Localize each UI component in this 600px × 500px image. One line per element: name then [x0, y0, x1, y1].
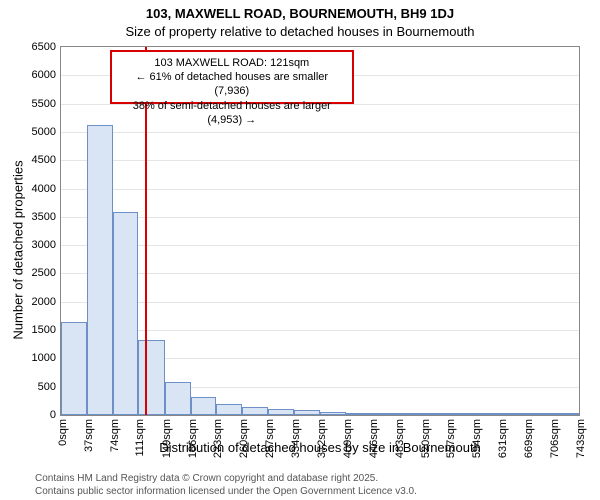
- y-tick-label: 5500: [32, 98, 61, 110]
- y-tick-label: 500: [38, 381, 61, 393]
- y-tick-label: 1000: [32, 352, 61, 364]
- footer-line: Contains HM Land Registry data © Crown c…: [35, 472, 590, 485]
- y-tick-label: 2000: [32, 296, 61, 308]
- histogram-bar: [113, 212, 139, 415]
- y-tick-label: 3500: [32, 211, 61, 223]
- histogram-bar: [87, 125, 113, 415]
- histogram-bar: [61, 322, 87, 415]
- y-tick-label: 5000: [32, 126, 61, 138]
- annotation-box: 103 MAXWELL ROAD: 121sqm← 61% of detache…: [110, 50, 354, 104]
- y-tick-label: 6500: [32, 41, 61, 53]
- y-tick-label: 4500: [32, 154, 61, 166]
- histogram-bar: [191, 397, 217, 415]
- annotation-line: ← 61% of detached houses are smaller (7,…: [120, 70, 344, 99]
- page-title: 103, MAXWELL ROAD, BOURNEMOUTH, BH9 1DJ: [0, 6, 600, 21]
- histogram-plot: 0500100015002000250030003500400045005000…: [60, 46, 580, 416]
- y-tick-label: 4000: [32, 183, 61, 195]
- annotation-line: 103 MAXWELL ROAD: 121sqm: [120, 56, 344, 70]
- histogram-bar: [216, 404, 242, 415]
- histogram-bar: [165, 382, 191, 415]
- footer-line: Contains public sector information licen…: [35, 485, 590, 498]
- attribution-footer: Contains HM Land Registry data © Crown c…: [35, 472, 590, 498]
- y-tick-label: 3000: [32, 239, 61, 251]
- histogram-bar: [242, 407, 268, 415]
- gridline: [61, 160, 579, 161]
- gridline: [61, 330, 579, 331]
- gridline: [61, 217, 579, 218]
- y-tick-label: 2500: [32, 267, 61, 279]
- annotation-line: 38% of semi-detached houses are larger (…: [120, 99, 344, 128]
- page-subtitle: Size of property relative to detached ho…: [0, 24, 600, 39]
- x-axis-label: Distribution of detached houses by size …: [60, 440, 580, 455]
- y-tick-label: 1500: [32, 324, 61, 336]
- gridline: [61, 132, 579, 133]
- gridline: [61, 245, 579, 246]
- gridline: [61, 273, 579, 274]
- y-axis-label: Number of detached properties: [11, 50, 26, 450]
- histogram-bar: [138, 340, 164, 415]
- y-tick-label: 6000: [32, 69, 61, 81]
- gridline: [61, 302, 579, 303]
- gridline: [61, 189, 579, 190]
